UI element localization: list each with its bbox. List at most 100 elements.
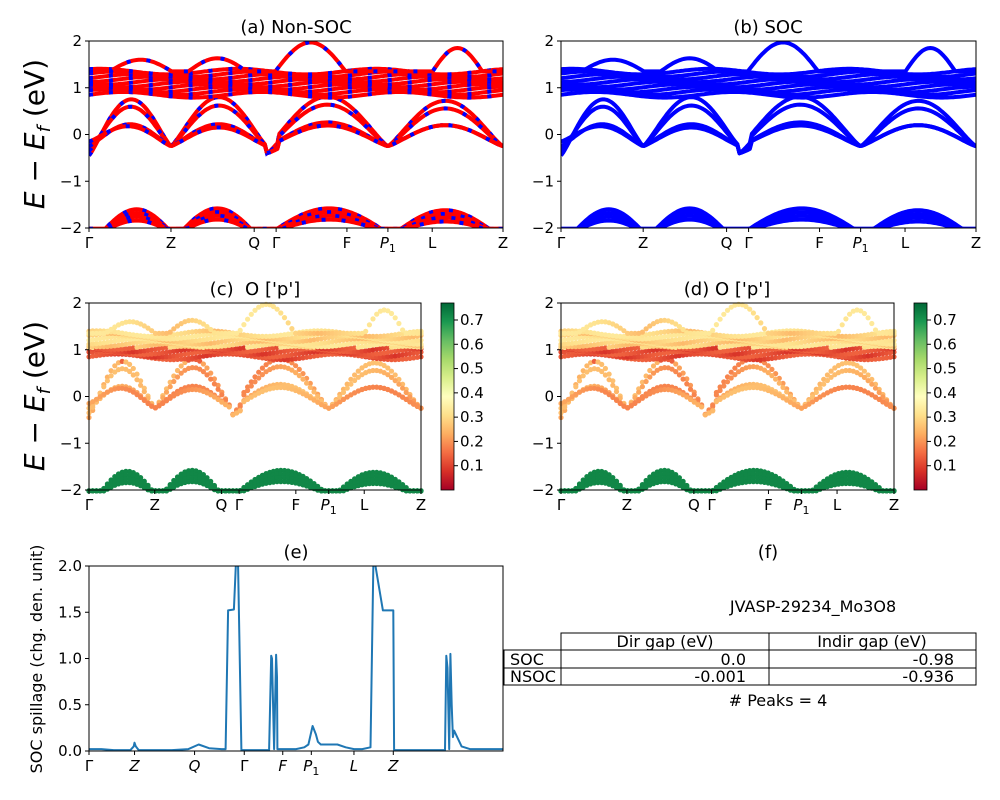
panel-d-scatter-point xyxy=(876,338,882,345)
panel-c-scatter-point xyxy=(348,381,354,387)
panel-c-ytick-label: 0 xyxy=(72,388,82,406)
panel-c-scatter-point xyxy=(219,392,225,398)
panel-c-scatter-point xyxy=(259,372,265,378)
panel-c-scatter-point xyxy=(204,324,210,330)
panel-d-scatter-point xyxy=(684,381,690,387)
panel-c-scatter-point xyxy=(263,333,269,339)
panel-d-xtick-label: Γ xyxy=(707,496,716,514)
panel-c-scatter-point xyxy=(337,399,343,405)
panel-c-scatter-point xyxy=(127,361,133,367)
panel-c-scatter-point xyxy=(311,389,317,395)
panel-d-scatter-point xyxy=(717,316,723,322)
panel-c-scatter-point xyxy=(93,396,99,402)
panel-c-scatter-point xyxy=(252,333,258,339)
panel-c-scatter-point xyxy=(189,386,195,393)
panel-d-colorbar-label: 0.6 xyxy=(933,335,957,353)
panel-c-scatter-point xyxy=(274,471,280,477)
panel-c-scatter-point xyxy=(400,327,406,333)
panel-c-scatter-point xyxy=(333,330,339,336)
panel-d-scatter-point xyxy=(817,381,823,387)
panel-c-scatter-point xyxy=(400,381,406,387)
panel-c-scatter-point xyxy=(363,328,369,334)
panel-c-scatter-point xyxy=(197,358,203,364)
panel-d-scatter-point xyxy=(602,389,609,395)
panel-c-scatter-point xyxy=(171,378,177,385)
panel-c-scatter-point xyxy=(296,373,302,379)
panel-c-scatter-point xyxy=(270,354,276,360)
panel-c-scatter xyxy=(86,301,424,494)
panel-d-scatter-point xyxy=(869,320,875,327)
col-header-indir-gap: Indir gap (eV) xyxy=(817,632,927,651)
panel-c-scatter-point xyxy=(138,394,144,400)
panel-c-scatter-point xyxy=(370,469,376,475)
panel-c-scatter-point xyxy=(278,475,284,481)
panel-c-scatter-point xyxy=(307,384,313,390)
panel-d-xtick-label: Γ xyxy=(557,496,566,514)
panel-d-scatter-point xyxy=(647,323,653,329)
panel-a-band-line-soc-overlay xyxy=(89,213,503,228)
panel-d-scatter-point xyxy=(835,351,842,357)
panel-d-scatter-point xyxy=(843,316,849,322)
panel-d-scatter-point xyxy=(795,344,801,350)
panel-c-scatter-point xyxy=(186,338,192,344)
panel-c-scatter-point xyxy=(352,377,358,384)
panel-a-band-line xyxy=(89,66,503,77)
panel-d-scatter-point xyxy=(817,385,823,391)
panel-c-scatter-point xyxy=(385,354,391,360)
panel-d-scatter-point xyxy=(673,321,679,327)
panel-c-scatter-point xyxy=(407,338,413,344)
panel-d-xtick-label: F xyxy=(764,496,773,514)
panel-d-scatter-point xyxy=(839,481,845,487)
panel-d-colorbar-gradient xyxy=(913,302,928,491)
panel-d-scatter-point xyxy=(736,362,742,368)
panel-c-scatter-point xyxy=(281,357,288,363)
panel-c-scatter-point xyxy=(167,384,173,390)
panel-c-scatter-point xyxy=(307,341,313,347)
panel-c-scatter-point xyxy=(215,343,221,350)
panel-c-scatter-point xyxy=(211,381,217,387)
panel-d-scatter-point xyxy=(843,469,849,475)
panel-c-scatter-point xyxy=(307,380,313,386)
panel-c-colorbar-label: 0.5 xyxy=(460,360,484,378)
panel-e-xtick-label: Z xyxy=(128,757,140,775)
panel-c-scatter-point xyxy=(119,346,125,352)
panel-a-band-line xyxy=(89,84,503,95)
panel-d-scatter-point xyxy=(861,368,868,374)
panel-c-scatter-point xyxy=(219,330,225,336)
panel-c-scatter-point xyxy=(178,363,184,369)
panel-b-xtick-label: L xyxy=(901,234,910,252)
panel-d-scatter-point xyxy=(713,392,720,398)
panel-d-scatter-point xyxy=(669,358,675,364)
panel-c-scatter-point xyxy=(289,326,295,332)
panel-b-band-line xyxy=(561,66,976,77)
panel-d-scatter-point xyxy=(769,330,775,336)
panel-c-scatter-point xyxy=(141,351,147,357)
panel-c-scatter-point xyxy=(145,351,151,357)
panel-c-ytick-label: 1 xyxy=(72,341,82,359)
panel-d-scatter-point xyxy=(647,374,653,380)
panel-c-scatter-point xyxy=(208,376,214,382)
panel-d-scatter-point xyxy=(754,315,760,321)
panel-e-xtick-label: F xyxy=(278,757,287,775)
panel-d-scatter-point xyxy=(647,356,653,362)
panel-c-title: (c) O ['p'] xyxy=(210,279,301,300)
panel-d-scatter-point xyxy=(798,330,805,336)
panel-c-scatter-point xyxy=(90,399,96,405)
panel-d-scatter-point xyxy=(562,330,568,336)
panel-d-scatter-point xyxy=(643,378,649,385)
panel-c-scatter-point xyxy=(370,473,376,479)
panel-f-title: (f) xyxy=(758,542,778,563)
panel-d-scatter-point xyxy=(824,349,831,355)
panel-d-scatter-point xyxy=(750,336,757,342)
panel-c-scatter-point xyxy=(186,318,192,324)
panel-c-scatter-point xyxy=(348,349,354,355)
panel-c-scatter-point xyxy=(248,379,254,385)
panel-d-scatter-point xyxy=(728,351,734,357)
panel-d-scatter-point xyxy=(676,324,683,330)
panel-d-scatter-point xyxy=(787,330,794,336)
panel-a-xtick-label: Z xyxy=(498,234,508,252)
panel-c-scatter-point xyxy=(237,408,243,414)
panel-b-xtick-label: Γ xyxy=(744,234,753,252)
panel-e-xticks: Γ Z Q Γ F P1 L Z xyxy=(85,751,399,778)
panel-c-scatter-point xyxy=(215,330,221,336)
